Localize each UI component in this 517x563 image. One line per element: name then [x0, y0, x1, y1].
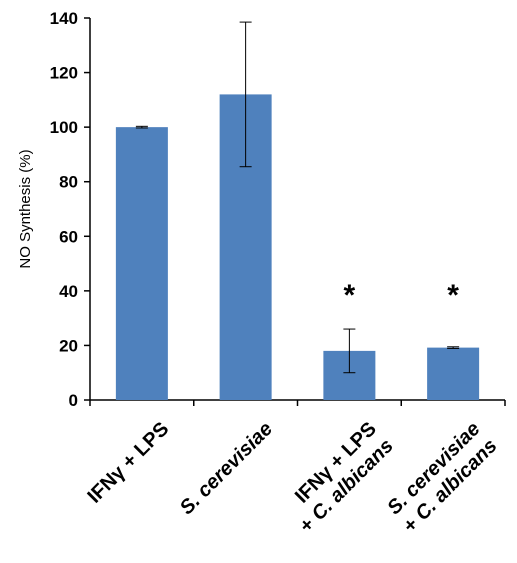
category-label-text: S. cerevisiae [176, 418, 277, 519]
y-tick-label: 100 [50, 118, 78, 137]
error-bar [447, 346, 460, 349]
error-bar [135, 125, 148, 129]
y-axis-title: NO Synthesis (%) [17, 149, 34, 268]
significance-marker: * [344, 279, 356, 312]
category-label-line: S. cerevisiae [176, 418, 277, 519]
category-label: S. cerevisiae [176, 418, 277, 519]
y-tick-label: 80 [59, 173, 78, 192]
y-tick-label: 140 [50, 9, 78, 28]
y-tick-label: 40 [59, 282, 78, 301]
category-label: IFNγ + LPS [83, 418, 173, 508]
y-tick-label: 120 [50, 64, 78, 83]
category-label-text: + LPS [114, 418, 173, 477]
y-tick-label: 0 [69, 391, 78, 410]
bar [115, 127, 168, 401]
category-label: IFNγ + LPS+ C. albicans [291, 418, 398, 537]
error-bar [239, 21, 252, 168]
category-label: S. cerevisiae+ C. albicans [383, 418, 501, 537]
y-tick-label: 60 [59, 227, 78, 246]
significance-marker: * [447, 279, 459, 312]
category-label-line: IFNγ + LPS [83, 418, 173, 508]
error-bar [343, 328, 356, 374]
y-tick-label: 20 [59, 336, 78, 355]
bar [427, 347, 480, 400]
